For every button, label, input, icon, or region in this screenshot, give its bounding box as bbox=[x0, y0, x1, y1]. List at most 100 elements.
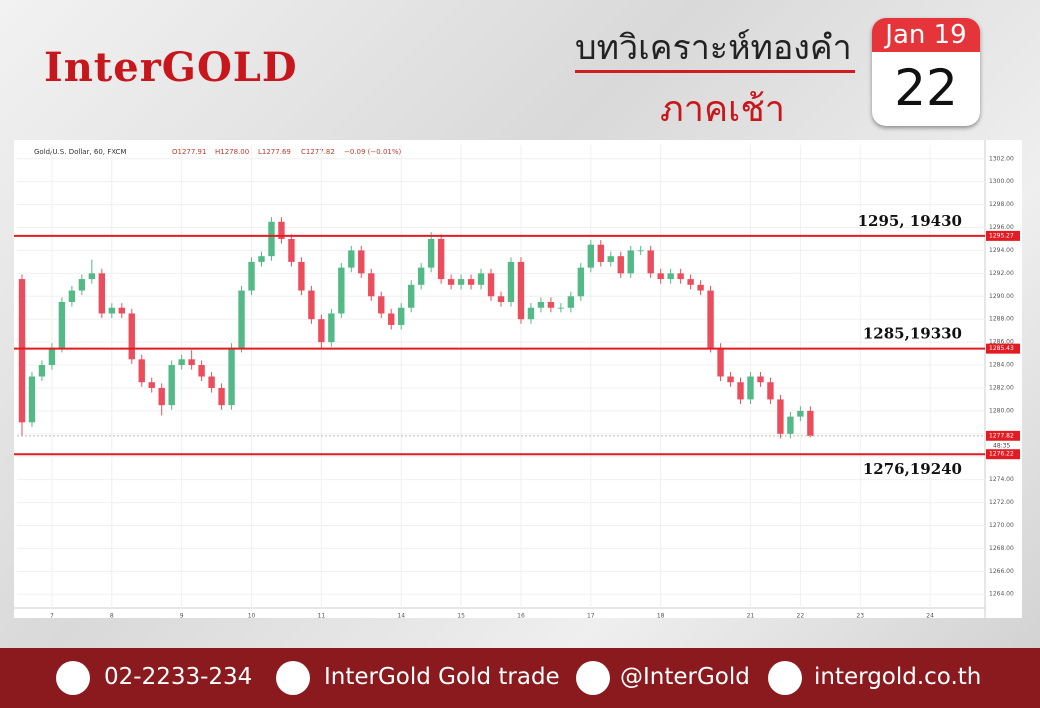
price-flag-label: 1277.82 bbox=[989, 432, 1014, 439]
y-tick-label: 1292.00 bbox=[989, 270, 1014, 277]
ohlc-legend: H1278.00 bbox=[215, 148, 249, 156]
y-tick-label: 1290.00 bbox=[989, 293, 1014, 300]
phone: 02-2233-234 bbox=[104, 664, 253, 690]
level-flag bbox=[986, 230, 1020, 241]
candle-body bbox=[318, 319, 325, 343]
level-flag-label: 1295.27 bbox=[989, 232, 1014, 239]
calendar: Jan 19 22 bbox=[872, 18, 980, 126]
candle-body bbox=[457, 279, 465, 285]
chart: Gold/U.S. Dollar, 60, FXCM O1277.91 H1278… bbox=[14, 140, 1022, 618]
candle-body bbox=[617, 256, 624, 274]
candle-body bbox=[128, 313, 135, 360]
candle-body bbox=[388, 313, 395, 325]
y-tick-label: 1268.00 bbox=[989, 545, 1014, 552]
y-tick-label: 1286.00 bbox=[989, 339, 1014, 346]
candle-body bbox=[427, 238, 435, 268]
candle-body bbox=[148, 382, 155, 388]
candle-body bbox=[687, 279, 694, 285]
y-tick-label: 1284.00 bbox=[989, 362, 1014, 369]
candle-body bbox=[487, 273, 495, 297]
x-tick-label: 16 bbox=[517, 613, 525, 619]
candle-body bbox=[767, 382, 774, 400]
price-flag bbox=[986, 430, 1020, 441]
candle-body bbox=[497, 296, 505, 303]
phone-icon bbox=[56, 661, 90, 695]
y-tick-label: 1288.00 bbox=[989, 316, 1014, 323]
candle-body bbox=[78, 279, 86, 291]
candle-body bbox=[567, 296, 575, 308]
x-tick-label: 14 bbox=[397, 613, 405, 619]
candle-body bbox=[697, 284, 704, 291]
x-tick-label: 9 bbox=[180, 613, 184, 619]
candle-body bbox=[777, 399, 784, 434]
candle-body bbox=[228, 347, 235, 406]
y-tick-label: 1264.00 bbox=[989, 591, 1014, 598]
calendar-day: 22 bbox=[894, 59, 958, 117]
countdown: 48:35 bbox=[993, 442, 1010, 449]
candle-body bbox=[727, 376, 734, 383]
ohlc-legend: O1277.91 bbox=[172, 148, 206, 156]
y-tick-label: 1298.00 bbox=[989, 201, 1014, 208]
facebook-icon bbox=[276, 661, 310, 695]
candle-body bbox=[358, 250, 365, 274]
x-tick-label: 8 bbox=[110, 613, 114, 619]
y-tick-label: 1296.00 bbox=[989, 224, 1014, 231]
candle-body bbox=[98, 273, 106, 314]
level-annotation: 1276,19240 bbox=[863, 460, 962, 478]
x-tick-label: 7 bbox=[50, 613, 54, 619]
y-tick-label: 1300.00 bbox=[989, 178, 1014, 185]
ohlc-legend: L1277.69 bbox=[258, 148, 291, 156]
candle-body bbox=[88, 273, 96, 280]
y-tick-label: 1266.00 bbox=[989, 568, 1014, 575]
y-tick-label: 1274.00 bbox=[989, 476, 1014, 483]
footer: 02-2233-234 InterGold Gold trade @InterG… bbox=[0, 648, 1040, 708]
candle-body bbox=[68, 290, 76, 303]
candle-body bbox=[38, 365, 46, 377]
x-tick-label: 24 bbox=[926, 613, 934, 619]
level-flag-label: 1285.43 bbox=[989, 345, 1014, 352]
candle-body bbox=[477, 273, 485, 285]
candle-body bbox=[18, 279, 26, 423]
candle-body bbox=[587, 244, 595, 268]
candle-body bbox=[547, 302, 555, 308]
candle-body bbox=[258, 256, 265, 262]
candle-body bbox=[268, 221, 275, 257]
candle-body bbox=[138, 359, 145, 383]
candle-body bbox=[328, 313, 335, 343]
candle-body bbox=[178, 359, 185, 366]
candle-body bbox=[447, 279, 455, 285]
countdown-flag bbox=[986, 440, 1020, 450]
candle-body bbox=[737, 382, 744, 400]
candle-body bbox=[637, 250, 644, 252]
x-tick-label: 22 bbox=[797, 613, 805, 619]
x-tick-label: 21 bbox=[747, 613, 755, 619]
candle-body bbox=[348, 250, 355, 268]
title: บทวิเคราะห์ทองคำ bbox=[575, 28, 852, 68]
candle-body bbox=[647, 250, 654, 274]
y-tick-label: 1270.00 bbox=[989, 522, 1014, 529]
y-tick-label: 1302.00 bbox=[989, 155, 1014, 162]
calendar-month: Jan 19 bbox=[872, 18, 980, 52]
candle-body bbox=[667, 273, 674, 280]
candle-body bbox=[378, 296, 385, 314]
candle-body bbox=[707, 290, 714, 348]
candle-body bbox=[577, 267, 585, 297]
candle-body bbox=[278, 221, 285, 239]
candle-body bbox=[338, 267, 345, 314]
candle-body bbox=[657, 273, 664, 280]
candle-body bbox=[417, 267, 425, 285]
candle-body bbox=[158, 387, 165, 406]
candle-body bbox=[747, 376, 754, 400]
candle-body bbox=[507, 261, 515, 303]
subtitle: ภาคเช้า bbox=[660, 89, 785, 130]
x-tick-label: 11 bbox=[318, 613, 326, 619]
x-tick-label: 10 bbox=[248, 613, 256, 619]
candle-body bbox=[717, 347, 724, 377]
candle-body bbox=[597, 244, 604, 262]
candle-body bbox=[198, 365, 205, 377]
x-tick-label: 23 bbox=[856, 613, 864, 619]
level-flag bbox=[986, 449, 1020, 460]
candle-body bbox=[208, 376, 215, 388]
level-flag-label: 1276.22 bbox=[989, 451, 1014, 458]
candle-body bbox=[28, 376, 36, 423]
